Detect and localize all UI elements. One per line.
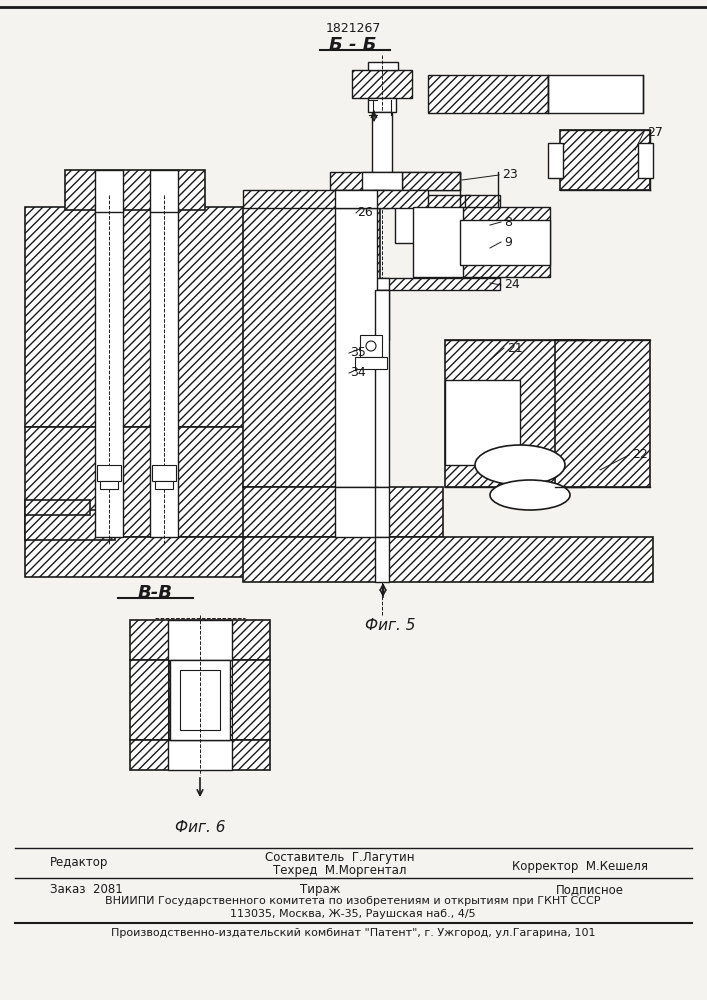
Text: 21: 21 <box>507 342 522 355</box>
Bar <box>230 660 270 740</box>
Text: 34: 34 <box>350 366 366 379</box>
Bar <box>445 340 585 487</box>
Bar <box>375 278 389 290</box>
Bar <box>243 207 380 487</box>
Bar <box>25 427 245 537</box>
Bar <box>100 481 118 489</box>
Text: Тираж: Тираж <box>300 883 340 896</box>
Bar <box>460 220 550 265</box>
Bar <box>352 70 412 98</box>
Text: 35: 35 <box>350 347 366 360</box>
Bar <box>335 190 377 208</box>
Bar <box>130 620 270 660</box>
Bar <box>548 143 563 178</box>
Bar <box>360 335 382 357</box>
Text: Б - Б: Б - Б <box>329 36 377 54</box>
Bar <box>335 278 500 290</box>
Bar <box>638 143 653 178</box>
Bar <box>375 487 389 537</box>
Bar <box>65 170 205 210</box>
Bar <box>150 170 178 212</box>
Text: 8: 8 <box>504 216 512 229</box>
Bar <box>415 195 470 250</box>
Text: Составитель  Г.Лагутин: Составитель Г.Лагутин <box>265 851 415 864</box>
Bar <box>25 510 115 540</box>
Bar <box>402 172 460 190</box>
Text: Редактор: Редактор <box>50 856 108 869</box>
Bar <box>168 620 232 660</box>
Text: 113035, Москва, Ж-35, Раушская наб., 4/5: 113035, Москва, Ж-35, Раушская наб., 4/5 <box>230 909 476 919</box>
Bar <box>395 205 417 243</box>
Text: Подписное: Подписное <box>556 883 624 896</box>
Bar <box>375 290 389 340</box>
Bar <box>415 248 500 278</box>
Bar <box>95 207 123 537</box>
Bar <box>335 207 377 487</box>
Bar <box>152 465 176 481</box>
Bar <box>445 380 520 465</box>
Ellipse shape <box>490 480 570 510</box>
Bar <box>168 740 232 770</box>
Text: Заказ  2081: Заказ 2081 <box>50 883 123 896</box>
Bar <box>560 130 650 190</box>
Bar <box>243 487 443 537</box>
Bar <box>555 340 650 487</box>
Text: 22: 22 <box>632 448 648 462</box>
Bar <box>548 75 643 113</box>
Bar <box>335 487 377 537</box>
Text: Фиг. 6: Фиг. 6 <box>175 820 226 835</box>
Bar <box>170 660 230 740</box>
Bar <box>243 190 428 208</box>
Ellipse shape <box>366 341 376 351</box>
Bar <box>95 170 123 212</box>
Text: Техред  М.Моргентал: Техред М.Моргентал <box>273 864 407 877</box>
Bar <box>97 465 121 481</box>
Text: 1821267: 1821267 <box>325 22 380 35</box>
Text: 26: 26 <box>357 207 373 220</box>
Text: Корректор  М.Кешеля: Корректор М.Кешеля <box>512 860 648 873</box>
Ellipse shape <box>475 445 565 485</box>
Text: ВНИИПИ Государственного комитета по изобретениям и открытиям при ГКНТ СССР: ВНИИПИ Государственного комитета по изоб… <box>105 896 601 906</box>
Text: 9: 9 <box>504 235 512 248</box>
Bar <box>460 207 550 277</box>
Bar <box>413 207 463 277</box>
Bar <box>560 80 630 108</box>
Bar <box>330 172 460 190</box>
Text: В-В: В-В <box>137 584 173 602</box>
Bar <box>25 537 245 577</box>
Bar <box>243 537 653 582</box>
Bar <box>355 357 387 369</box>
Bar <box>130 660 170 740</box>
Bar <box>25 500 90 515</box>
Text: Производственно-издательский комбинат "Патент", г. Ужгород, ул.Гагарина, 101: Производственно-издательский комбинат "П… <box>111 928 595 938</box>
Text: 27: 27 <box>647 125 663 138</box>
Bar <box>155 481 173 489</box>
Bar <box>180 670 220 730</box>
Text: 23: 23 <box>502 168 518 182</box>
Bar <box>372 112 392 172</box>
Bar <box>150 207 178 537</box>
Bar <box>375 290 389 487</box>
Bar <box>25 207 245 427</box>
Bar <box>375 190 389 208</box>
Bar <box>375 537 389 582</box>
Bar <box>428 75 548 113</box>
Text: 24: 24 <box>504 278 520 292</box>
Bar <box>368 98 396 112</box>
Bar <box>130 740 270 770</box>
Bar <box>465 195 500 250</box>
Bar <box>368 62 398 70</box>
Text: Фиг. 5: Фиг. 5 <box>365 618 415 633</box>
Bar <box>362 172 402 190</box>
